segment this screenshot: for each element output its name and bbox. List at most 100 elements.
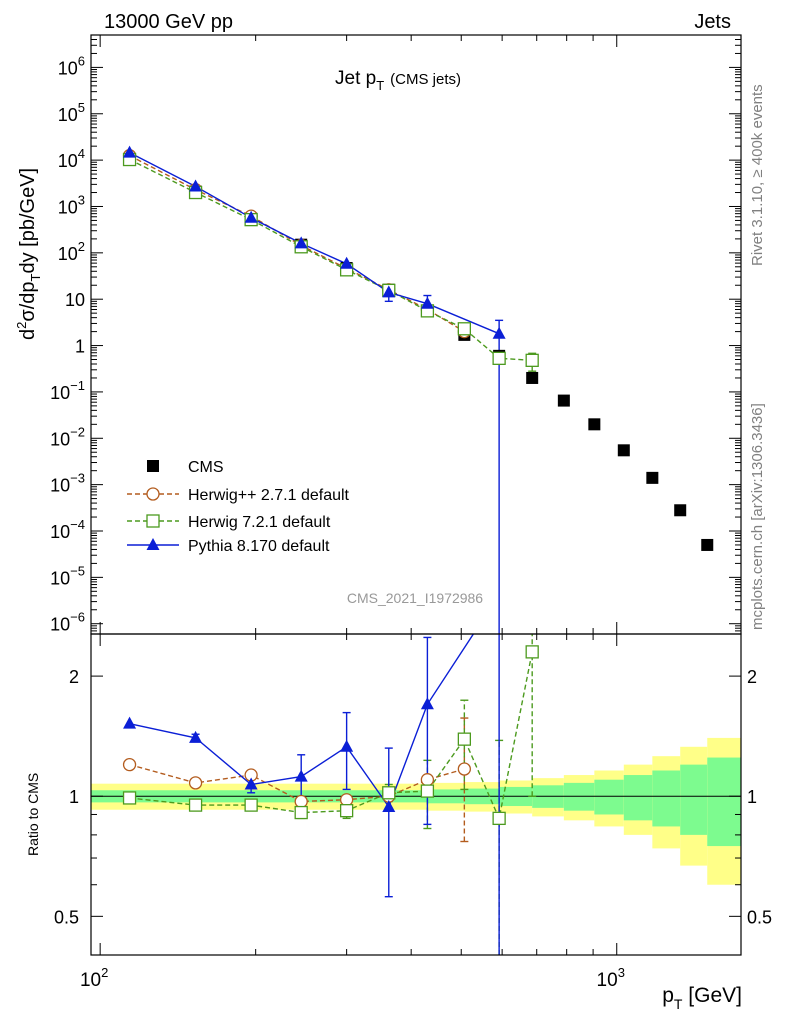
main-point-herwig-7-2-1-default <box>457 322 472 336</box>
ratio-point-herwig-2-7-1-default <box>457 762 472 776</box>
ratio-point-herwig-7-2-1-default <box>188 798 203 812</box>
ratio-band-inner <box>623 775 653 821</box>
ratio-y-tick-label-left: 0.5 <box>54 907 79 927</box>
ratio-point-pythia-8-170-default <box>340 739 354 752</box>
ratio-point-herwig-2-7-1-default <box>339 793 354 807</box>
main-y-tick-label: 102 <box>58 239 85 264</box>
main-point-pythia-8-170-default <box>244 210 258 223</box>
main-series <box>122 145 714 634</box>
main-frame: 10610510410310210110−110−210−310−410−510… <box>50 34 742 635</box>
x-tick-label: 102 <box>80 965 108 991</box>
main-title-sub: T <box>376 78 384 93</box>
main-y-tick-label: 10−6 <box>50 610 85 635</box>
main-point-cms <box>674 504 687 517</box>
main-point-pythia-8-170-default <box>382 285 396 298</box>
ratio-point-herwig-7-2-1-default <box>492 811 506 826</box>
main-y-tick-label: 10−3 <box>50 471 85 496</box>
ratio-point-herwig-2-7-1-default <box>420 773 435 787</box>
ratio-line-herwig-2-7-1-default <box>129 763 465 803</box>
x-tick-labels: 102 103 <box>80 965 625 991</box>
main-y-tick-label: 10 <box>65 290 85 310</box>
ratio-point-herwig-2-7-1-default <box>294 794 308 809</box>
main-point-cms <box>617 444 630 457</box>
ratio-point-herwig-7-2-1-default <box>294 805 308 820</box>
ratio-band-inner <box>563 782 595 811</box>
ratio-point-pythia-8-170-default <box>123 716 137 729</box>
ratio-axes-box <box>90 633 742 956</box>
ratio-point-pythia-8-170-default <box>420 697 434 710</box>
legend: CMS Herwig++ 2.7.1 default Herwig 7.2.1 de… <box>127 459 350 555</box>
main-point-pythia-8-170-default <box>189 179 203 192</box>
ratio-point-herwig-7-2-1-default <box>525 645 539 659</box>
main-ylabel: d2σ/dpTdy [pb/GeV] <box>14 168 43 340</box>
legend-marker-herwig-2-7-1-default <box>146 487 160 501</box>
ratio-point-herwig-2-7-1-default <box>122 757 137 772</box>
ratio-series-clip <box>122 634 539 955</box>
legend-label-herwig-2-7-1-default: Herwig++ 2.7.1 default <box>188 487 350 504</box>
legend-label-cms: CMS <box>188 459 224 476</box>
main-title: Jet pT (CMS jets) <box>335 68 461 93</box>
ratio-point-herwig-7-2-1-default <box>339 804 354 818</box>
ratio-band-inner <box>652 770 681 827</box>
main-y-tick-label: 104 <box>58 146 85 171</box>
mcplots-label: mcplots.cern.ch [arXiv:1306.3436] <box>749 403 766 630</box>
main-point-herwig-7-2-1-default <box>525 353 539 367</box>
ratio-y-tick-label-left: 1 <box>69 787 79 807</box>
main-point-cms <box>557 394 570 407</box>
ratio-band-inner <box>594 779 624 815</box>
main-title-text: Jet p <box>335 68 376 89</box>
main-point-cms <box>646 471 659 484</box>
ratio-point-herwig-7-2-1-default <box>457 732 472 746</box>
rivet-label: Rivet 3.1.10, ≥ 400k events <box>749 84 766 266</box>
main-y-tick-label: 10−1 <box>50 378 85 403</box>
main-y-tick-label: 10−5 <box>50 563 85 588</box>
main-line-pythia-8-170-default <box>129 151 500 335</box>
main-y-tick-label: 103 <box>58 192 85 217</box>
ratio-frame: 2 2 1 1 0.5 0.5 <box>54 633 772 956</box>
main-point-pythia-8-170-default <box>294 236 308 249</box>
main-point-pythia-8-170-default <box>340 256 354 269</box>
ratio-series <box>122 634 539 955</box>
main-y-tick-label: 106 <box>58 53 85 78</box>
main-point-herwig-7-2-1-default <box>492 351 506 365</box>
ratio-line-pythia-8-170-default <box>129 634 475 809</box>
ratio-line-herwig-7-2-1-default <box>129 651 533 821</box>
main-point-cms <box>588 418 601 431</box>
ratio-y-tick-label-right: 1 <box>747 787 757 807</box>
main-title-note: (CMS jets) <box>390 71 461 88</box>
main-point-pythia-8-170-default <box>123 145 137 158</box>
header-right: Jets <box>694 11 731 33</box>
main-line-herwig-7-2-1-default <box>129 158 533 361</box>
legend-label-herwig-7-2-1-default: Herwig 7.2.1 default <box>188 514 331 531</box>
main-y-tick-label: 105 <box>58 100 85 125</box>
main-y-tick-label: 10−4 <box>50 517 85 542</box>
main-y-tick-label: 10−2 <box>50 424 85 449</box>
ratio-point-herwig-7-2-1-default <box>244 798 258 812</box>
ratio-ylabel: Ratio to CMS <box>25 773 41 856</box>
legend-marker-herwig-7-2-1-default <box>146 514 160 528</box>
x-tick-label: 103 <box>597 965 625 991</box>
legend-marker-pythia-8-170-default <box>146 538 160 550</box>
ratio-y-tick-label-right: 2 <box>747 667 757 687</box>
header-left: 13000 GeV pp <box>104 11 233 33</box>
ratio-band-inner <box>680 764 708 835</box>
ratio-point-pythia-8-170-default <box>189 730 203 743</box>
ratio-point-herwig-7-2-1-default <box>122 791 137 805</box>
ratio-point-pythia-8-170-default <box>244 777 258 790</box>
main-point-cms <box>526 371 539 384</box>
ratio-y-tick-label-right: 0.5 <box>747 907 772 927</box>
ratio-point-pythia-8-170-default <box>382 799 396 812</box>
ratio-panel <box>91 737 741 885</box>
main-point-cms <box>701 538 714 551</box>
main-point-pythia-8-170-default <box>420 296 434 309</box>
ratio-point-herwig-7-2-1-default <box>420 784 435 798</box>
ratio-band-inner <box>707 757 741 847</box>
ratio-point-pythia-8-170-default <box>294 769 308 782</box>
main-y-tick-label: 1 <box>75 337 85 357</box>
ratio-y-tick-label-left: 2 <box>69 667 79 687</box>
ratio-point-herwig-2-7-1-default <box>188 776 203 790</box>
analysis-id: CMS_2021_I1972986 <box>347 590 483 606</box>
legend-label-pythia-8-170-default: Pythia 8.170 default <box>188 538 330 555</box>
xlabel: pT [GeV] <box>662 984 742 1012</box>
